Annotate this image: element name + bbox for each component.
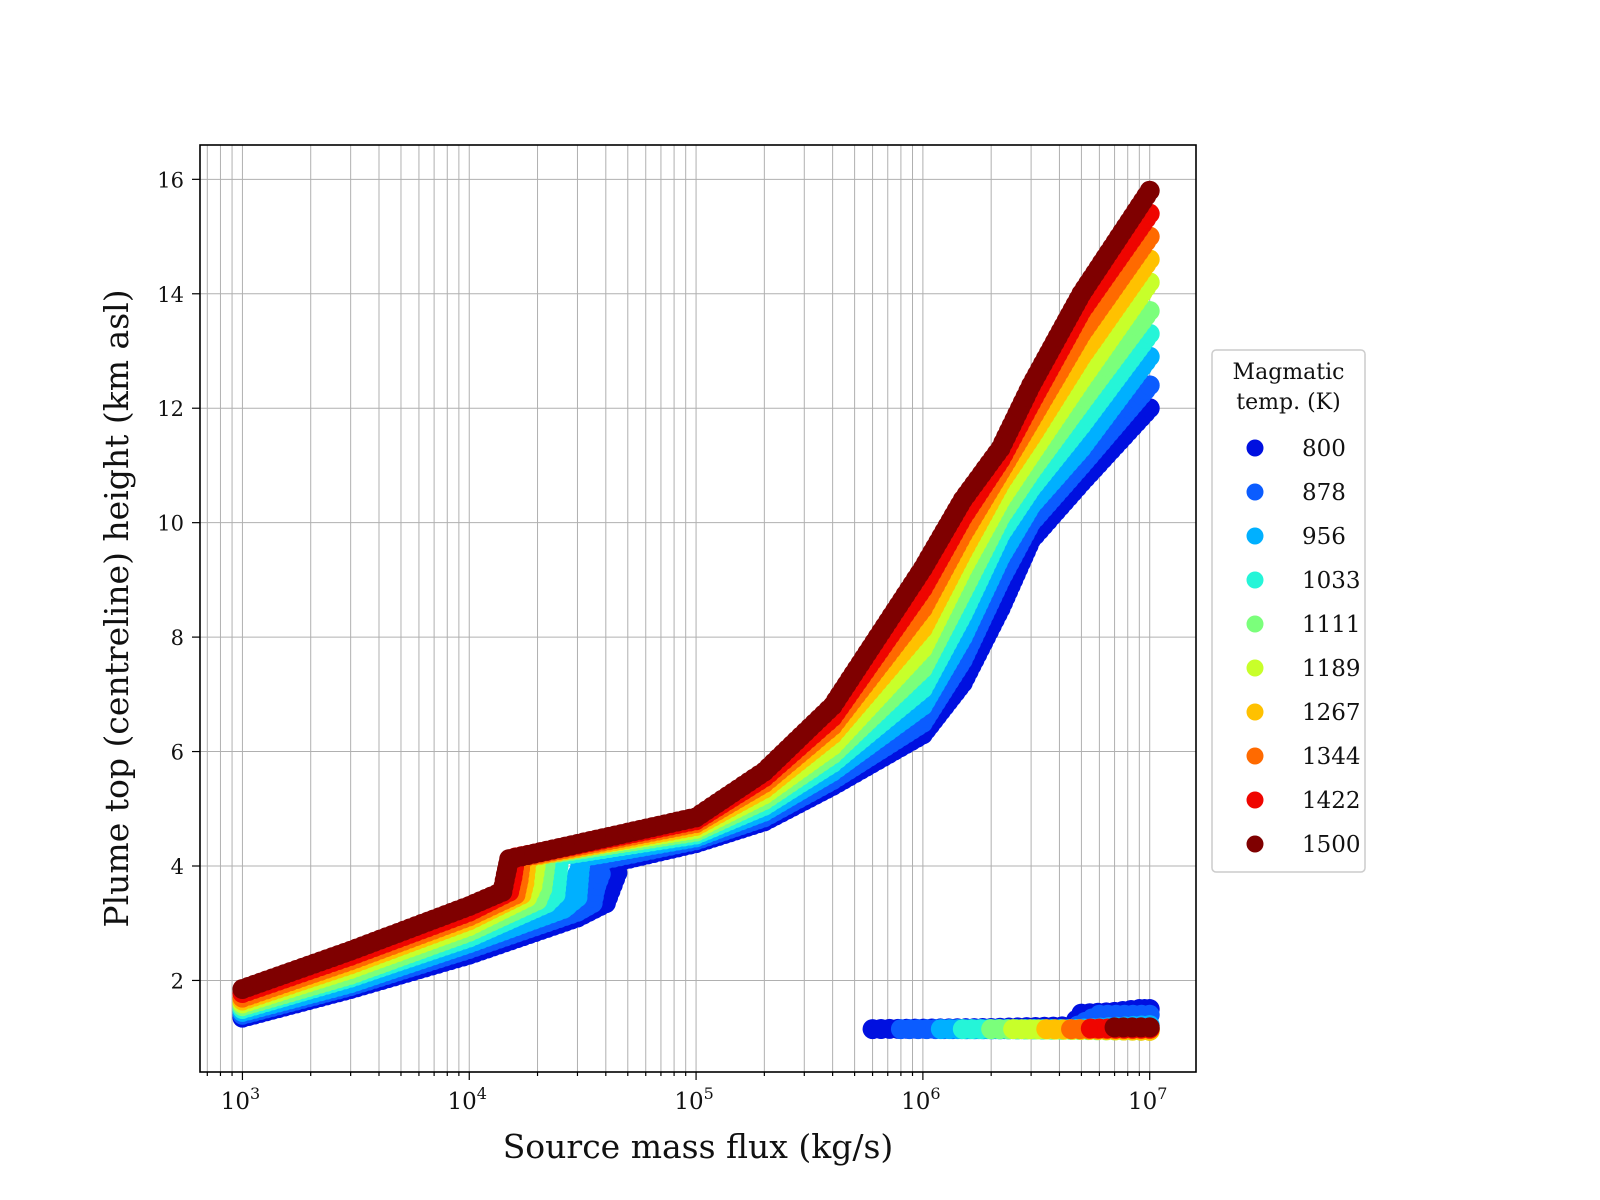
x-tick-label: 105	[674, 1084, 713, 1115]
grid	[200, 145, 1196, 1072]
x-tick-label: 107	[1128, 1084, 1167, 1115]
data-point-956	[567, 864, 588, 885]
data-point-878	[1139, 375, 1160, 396]
y-tick-label: 10	[157, 512, 184, 536]
y-tick-label: 14	[157, 283, 184, 307]
legend-marker-1111	[1246, 615, 1264, 633]
legend-marker-1422	[1246, 791, 1264, 809]
legend-label-1500: 1500	[1302, 832, 1361, 858]
legend: Magmatic temp. (K) 800 878 956 1033 1111 1189…	[1211, 349, 1366, 873]
legend-title-line-2: temp. (K)	[1236, 390, 1340, 415]
x-axis-title: Source mass flux (kg/s)	[503, 1127, 894, 1166]
x-tick-label: 104	[448, 1084, 487, 1115]
legend-marker-956	[1246, 527, 1264, 545]
plot-frame	[199, 144, 1197, 1073]
x-axis: 103 104 105 106 107	[206, 1072, 1167, 1115]
y-axis: 2 4 6 8 10 12 14 16	[157, 168, 200, 993]
y-tick-label: 4	[171, 855, 184, 879]
legend-label-800: 800	[1302, 436, 1346, 462]
data-point-800	[607, 862, 628, 883]
x-tick-label: 106	[901, 1084, 940, 1115]
legend-marker-1267	[1246, 703, 1264, 721]
legend-marker-1189	[1246, 659, 1264, 677]
legend-marker-800	[1246, 439, 1264, 457]
legend-title-line-1: Magmatic	[1233, 360, 1345, 385]
x-tick-label: 103	[221, 1084, 260, 1115]
y-tick-label: 8	[171, 626, 184, 650]
legend-label-1344: 1344	[1302, 744, 1361, 770]
y-tick-label: 16	[157, 168, 184, 192]
legend-marker-1033	[1246, 571, 1264, 589]
y-tick-label: 2	[171, 969, 184, 993]
data-point-878	[590, 864, 611, 885]
legend-label-878: 878	[1302, 480, 1346, 506]
legend-label-1189: 1189	[1302, 656, 1361, 682]
y-tick-label: 6	[171, 741, 184, 765]
data-points	[232, 180, 1160, 1041]
legend-label-1422: 1422	[1302, 788, 1361, 814]
legend-label-956: 956	[1302, 524, 1346, 550]
legend-marker-1344	[1246, 747, 1264, 765]
legend-label-1033: 1033	[1302, 568, 1361, 594]
legend-label-1111: 1111	[1302, 612, 1361, 638]
legend-items: 800 878 956 1033 1111 1189 1267 1344 1422 1500	[1246, 436, 1361, 858]
legend-label-1267: 1267	[1302, 700, 1361, 726]
legend-marker-1500	[1246, 835, 1264, 853]
data-point-1500	[1139, 180, 1160, 201]
y-axis-title: Plume top (centreline) height (km asl)	[97, 289, 136, 927]
y-tick-label: 12	[157, 397, 184, 421]
legend-marker-878	[1246, 483, 1264, 501]
data-point-1500	[1139, 1017, 1160, 1038]
legend-box	[1211, 349, 1366, 873]
